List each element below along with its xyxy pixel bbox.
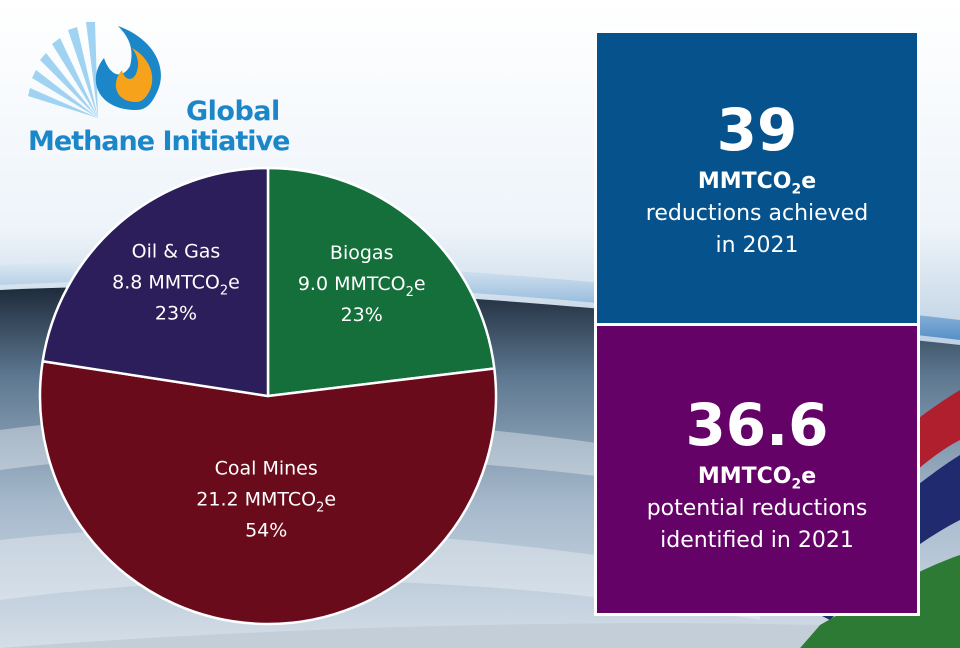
flame-icon — [28, 22, 161, 118]
slice-percent: 23% — [341, 304, 383, 326]
pie-slice-oil-gas — [41, 166, 270, 398]
logo-text-methane-initiative: Methane Initiative — [28, 126, 290, 157]
slice-name: Oil & Gas — [132, 241, 221, 263]
slice-value: 21.2 MMTCO2e — [196, 488, 336, 515]
pie-slice-coal-mines — [38, 359, 498, 626]
pie-slice-biogas — [266, 166, 496, 398]
potential-reductions-panel: 36.6 MMTCO2e potential reductions identi… — [594, 323, 920, 616]
reductions-achieved-panel: 39 MMTCO2e reductions achieved in 2021 — [594, 30, 920, 326]
slice-label-oil-gas: Oil & Gas 8.8 MMTCO2e 23% — [112, 241, 240, 325]
identified-desc-line2: identified in 2021 — [660, 528, 854, 554]
achieved-desc-line2: in 2021 — [715, 233, 799, 259]
slice-percent: 23% — [155, 303, 197, 325]
slice-name: Biogas — [330, 242, 394, 264]
slice-label-biogas: Biogas 9.0 MMTCO2e 23% — [298, 242, 426, 326]
identified-value: 36.6 — [685, 391, 829, 459]
slice-value: 8.8 MMTCO2e — [112, 272, 240, 299]
identified-unit: MMTCO2e — [697, 464, 817, 493]
achieved-value: 39 — [716, 96, 798, 164]
logo-text-global: Global — [186, 96, 280, 127]
slice-percent: 54% — [245, 519, 287, 541]
slice-label-coal-mines: Coal Mines 21.2 MMTCO2e 54% — [196, 457, 336, 541]
achieved-unit: MMTCO2e — [697, 169, 817, 198]
slice-name: Coal Mines — [215, 457, 318, 479]
swoosh-bottom — [0, 623, 820, 648]
achieved-desc-line1: reductions achieved — [645, 201, 869, 227]
global-methane-initiative-logo: Global Methane Initiative — [18, 18, 298, 168]
slice-value: 9.0 MMTCO2e — [298, 273, 426, 300]
identified-desc-line1: potential reductions — [646, 496, 868, 522]
